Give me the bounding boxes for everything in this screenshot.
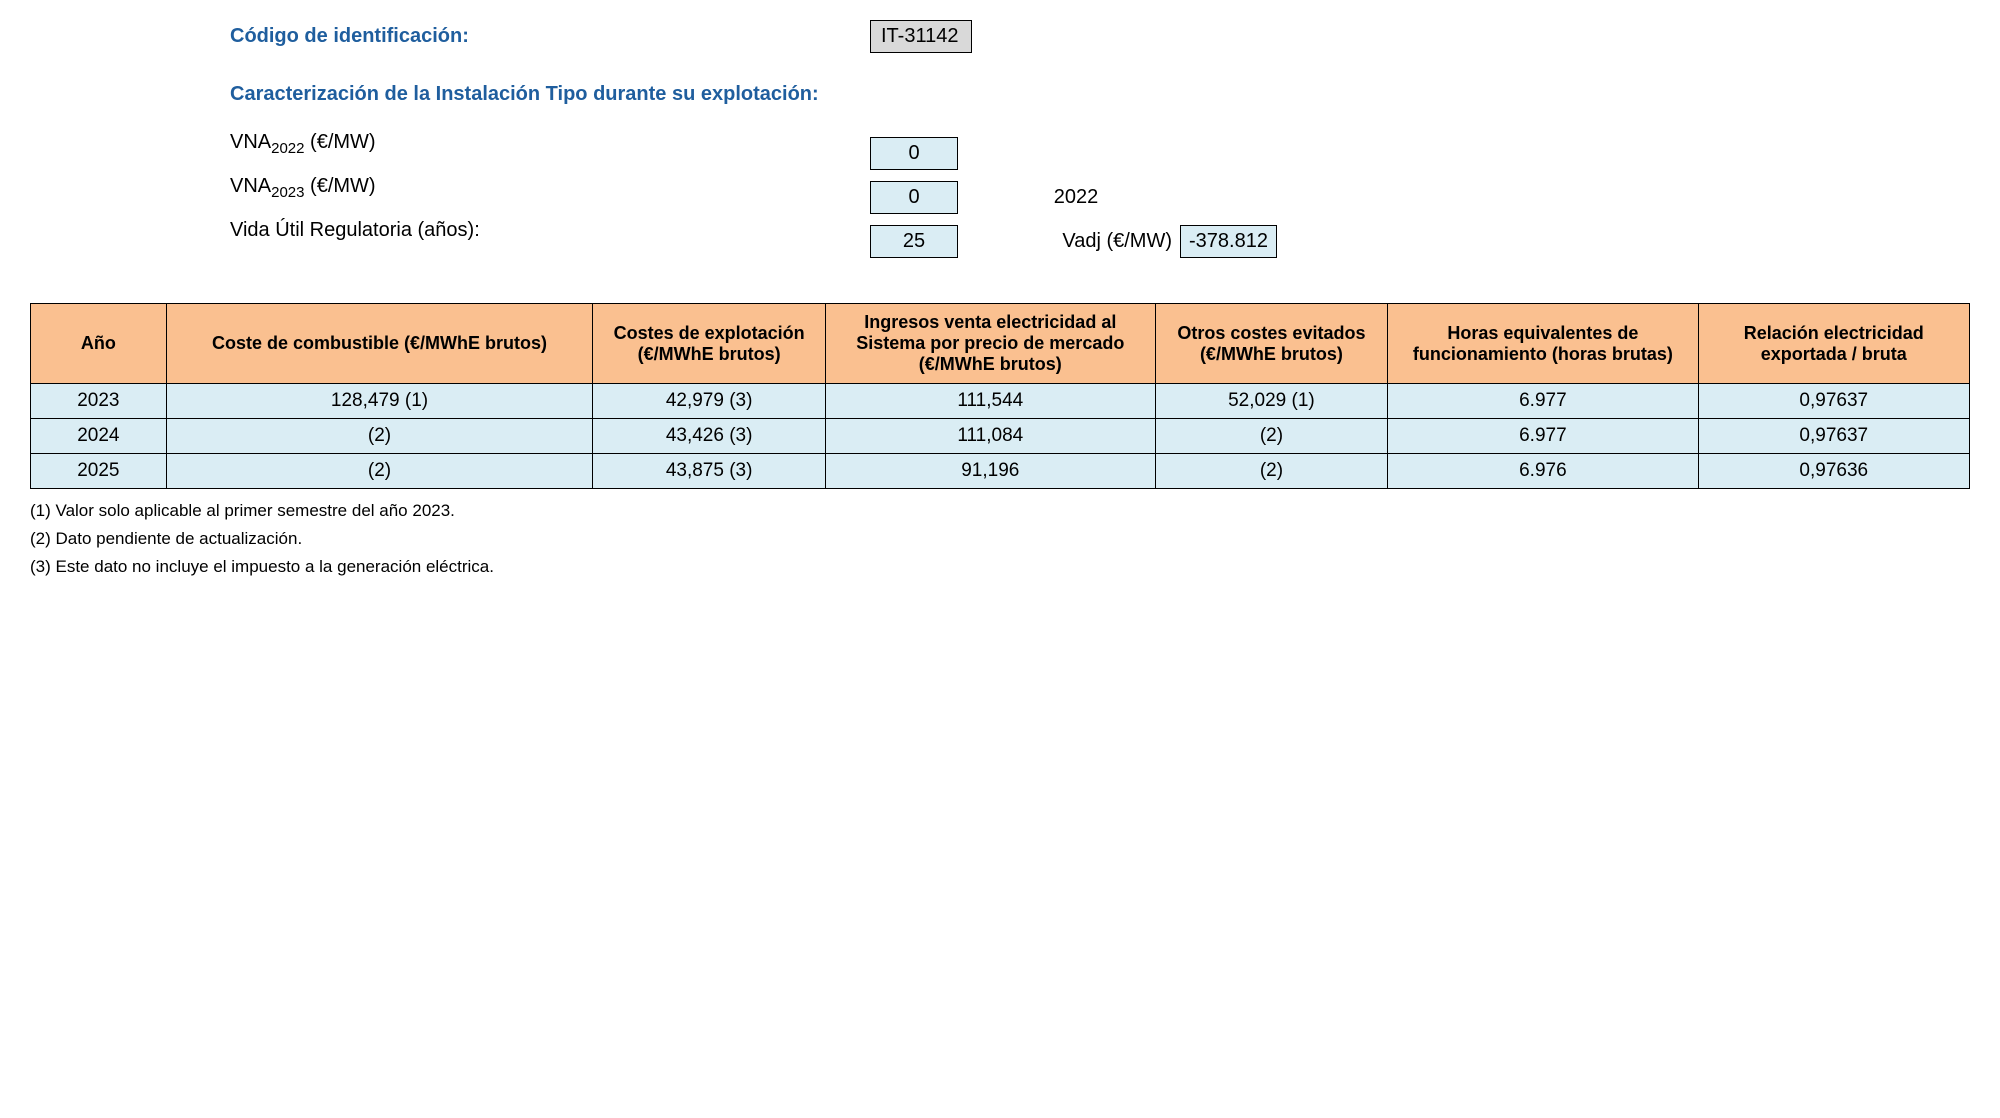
table-cell: 43,426 (3) [593,419,826,454]
vna2023-value: 0 [870,181,958,214]
col-header: Año [31,304,167,384]
vida-value: 25 [870,225,958,258]
table-cell: (2) [1155,454,1388,489]
table-cell: 52,029 (1) [1155,384,1388,419]
table-cell: 0,97637 [1698,419,1970,454]
footnote: (2) Dato pendiente de actualización. [30,529,1970,549]
table-cell: (2) [166,419,593,454]
vna2022-label: VNA2022 (€/MW) [230,131,870,175]
footnote: (1) Valor solo aplicable al primer semes… [30,501,1970,521]
table-row: 2024(2)43,426 (3)111,084(2)6.9770,97637 [31,419,1970,454]
table-cell: 128,479 (1) [166,384,593,419]
table-cell: 6.977 [1388,419,1698,454]
vida-label: Vida Útil Regulatoria (años): [230,219,870,263]
table-cell: 43,875 (3) [593,454,826,489]
footnote: (3) Este dato no incluye el impuesto a l… [30,557,1970,577]
col-header: Coste de combustible (€/MWhE brutos) [166,304,593,384]
year-right: 2022 [980,186,1180,209]
section-title: Caracterización de la Instalación Tipo d… [230,83,1970,106]
table-cell: 91,196 [825,454,1155,489]
col-header: Costes de explotación (€/MWhE brutos) [593,304,826,384]
code-label: Código de identificación: [230,25,870,48]
col-header: Horas equivalentes de funcionamiento (ho… [1388,304,1698,384]
table-cell: 0,97637 [1698,384,1970,419]
vadj-label: Vadj (€/MW) [980,230,1180,253]
table-cell: 6.976 [1388,454,1698,489]
header-block: Código de identificación: IT-31142 Carac… [230,20,1970,263]
vna2023-label: VNA2023 (€/MW) [230,175,870,219]
table-cell: 111,544 [825,384,1155,419]
table-cell: 2023 [31,384,167,419]
params-grid: VNA2022 (€/MW) 0 VNA2023 (€/MW) 0 2022 V… [230,131,1970,263]
table-cell: 42,979 (3) [593,384,826,419]
table-cell: 0,97636 [1698,454,1970,489]
table-cell: 2024 [31,419,167,454]
table-row: 2023128,479 (1)42,979 (3)111,54452,029 (… [31,384,1970,419]
col-header: Otros costes evitados (€/MWhE brutos) [1155,304,1388,384]
table-cell: 111,084 [825,419,1155,454]
code-value: IT-31142 [870,20,972,53]
table-cell: 6.977 [1388,384,1698,419]
vadj-value: -378.812 [1180,225,1277,258]
table-cell: 2025 [31,454,167,489]
footnotes: (1) Valor solo aplicable al primer semes… [30,501,1970,577]
table-cell: (2) [166,454,593,489]
vna2022-value: 0 [870,137,958,170]
table-cell: (2) [1155,419,1388,454]
col-header: Ingresos venta electricidad al Sistema p… [825,304,1155,384]
table-row: 2025(2)43,875 (3)91,196(2)6.9760,97636 [31,454,1970,489]
col-header: Relación electricidad exportada / bruta [1698,304,1970,384]
data-table: AñoCoste de combustible (€/MWhE brutos)C… [30,303,1970,489]
